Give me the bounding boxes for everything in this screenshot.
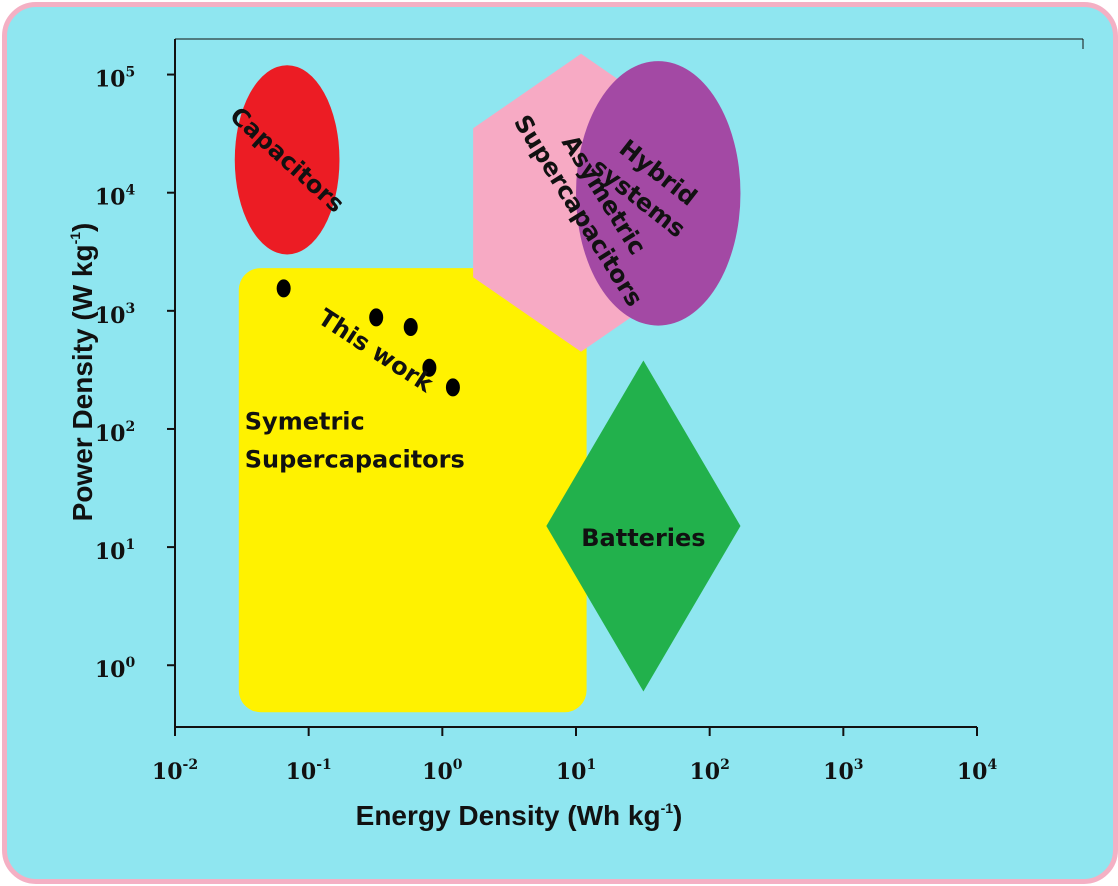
region-label-line: Symetric	[245, 407, 365, 435]
data-point	[369, 308, 384, 327]
y-tick-label: 100	[95, 655, 136, 683]
x-tick-label: 104	[957, 757, 998, 785]
x-axis-title: Energy Density (Wh kg-1)	[356, 800, 683, 831]
region-label-line: Supercapacitors	[245, 445, 465, 473]
y-tick-label: 101	[95, 537, 135, 565]
y-tick-label: 103	[95, 301, 135, 329]
data-point	[422, 358, 437, 377]
y-tick-label: 102	[95, 419, 135, 447]
x-tick-label: 103	[823, 757, 863, 785]
x-tick-label: 102	[689, 757, 729, 785]
data-point	[276, 279, 291, 298]
region-hybrid	[576, 61, 741, 326]
regions-layer	[234, 53, 741, 713]
y-tick-label: 104	[95, 183, 136, 211]
x-tick-label: 10-2	[152, 757, 198, 785]
x-tick-labels: 10-2 10-1 100 101 102 103 104	[152, 727, 998, 785]
data-point	[445, 378, 460, 397]
region-label-batteries: Batteries	[581, 524, 705, 552]
x-tick-label: 100	[422, 757, 463, 785]
y-tick-label: 105	[95, 65, 135, 93]
y-tick-labels: 100 101 102 103 104 105	[95, 65, 175, 683]
region-symmetric	[238, 268, 587, 713]
data-point	[403, 317, 418, 336]
y-axis-title: Power Density (W kg-1)	[67, 223, 98, 522]
region-batteries	[546, 360, 741, 692]
x-tick-label: 101	[556, 757, 596, 785]
region-label-line: Batteries	[581, 524, 705, 552]
region-label-symmetric: Symetric Supercapacitors	[245, 407, 465, 473]
chart-svg: CapacitorsSymetricSupercapacitorsAsymetr…	[67, 38, 1084, 831]
region-capacitors	[234, 65, 340, 255]
x-tick-label: 10-1	[286, 757, 332, 785]
